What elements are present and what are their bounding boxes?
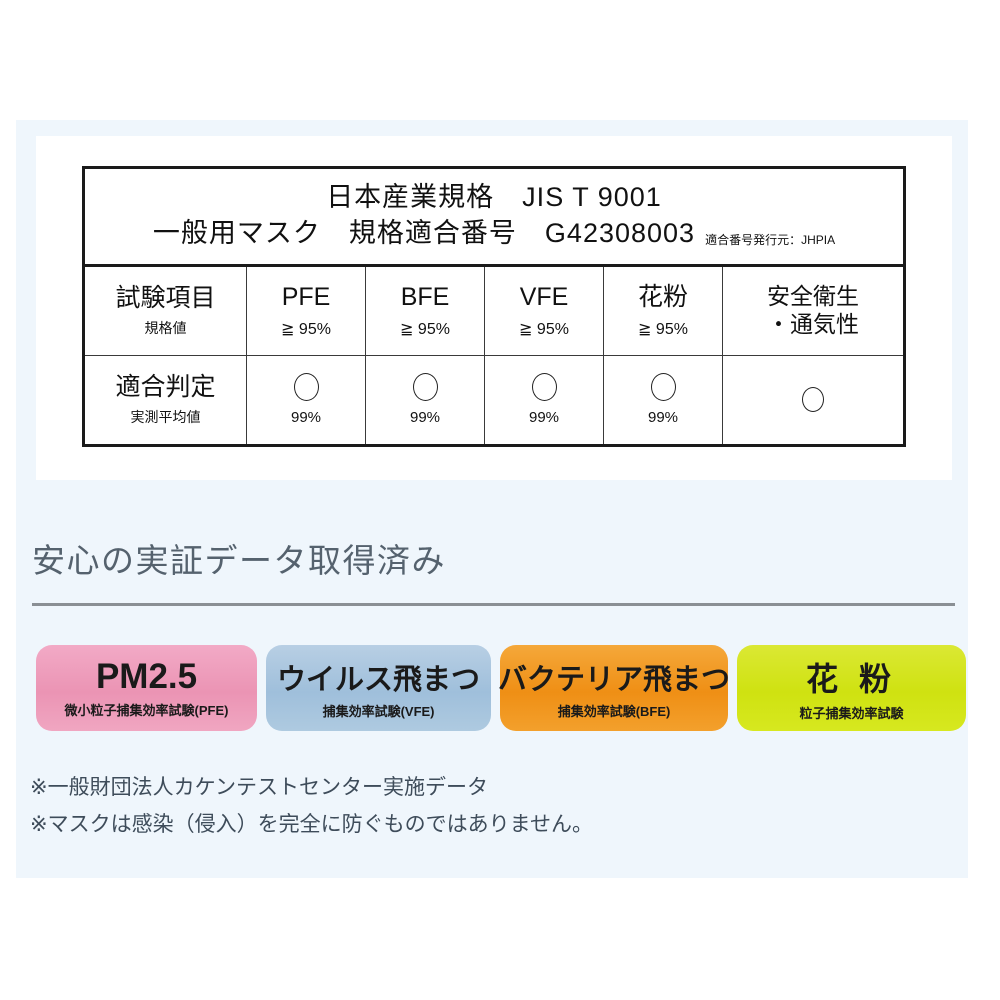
- badge-virus-droplet-subtitle: 捕集効率試験(VFE): [322, 704, 435, 719]
- badge-pm25-subtitle: 微小粒子捕集効率試験(PFE): [64, 703, 229, 718]
- pass-circle-icon: [412, 373, 438, 402]
- table-header-row: 試験項目 規格値 PFE ≧ 95% BFE ≧ 95% VFE ≧ 95% 花…: [85, 266, 903, 355]
- header-vfe-sub: ≧ 95%: [519, 320, 569, 338]
- header-label-main: 試験項目: [115, 283, 216, 312]
- table-result-cell-pollen: 99%: [604, 355, 723, 444]
- header-vfe-main: VFE: [519, 283, 569, 312]
- certification-number-text: 一般用マスク 規格適合番号 G42308003: [152, 218, 696, 249]
- pass-circle-icon: [293, 373, 319, 402]
- certification-standard-line: 日本産業規格 JIS T 9001: [326, 182, 662, 212]
- result-label-main: 適合判定: [115, 372, 216, 401]
- footnote-disclaimer: ※マスクは感染（侵入）を完全に防ぐものではありません。: [30, 812, 593, 836]
- result-bfe-value: 99%: [409, 409, 441, 427]
- header-label-sub: 規格値: [144, 320, 187, 337]
- table-result-cell-label: 適合判定 実測平均値: [85, 355, 247, 444]
- footnote-list: ※一般財団法人カケンテストセンター実施データ ※マスクは感染（侵入）を完全に防ぐ…: [30, 770, 593, 844]
- test-badge-list: PM2.5 微小粒子捕集効率試験(PFE) ウイルス飛まつ 捕集効率試験(VFE…: [36, 645, 966, 731]
- header-safety-main: 安全衛生: [767, 283, 859, 310]
- section-heading: 安心の実証データ取得済み: [32, 542, 446, 579]
- badge-pollen-title: 花 粉: [806, 661, 897, 697]
- footnote-test-center: ※一般財団法人カケンテストセンター実施データ: [30, 776, 488, 799]
- badge-bacteria-droplet-title: バクテリア飛まつ: [498, 664, 731, 696]
- badge-pm25-title: PM2.5: [95, 657, 198, 696]
- table-result-cell-safety: [723, 356, 903, 444]
- result-vfe-value: 99%: [528, 409, 560, 427]
- table-header-cell-vfe: VFE ≧ 95%: [485, 266, 604, 355]
- table-header-cell-label: 試験項目 規格値: [85, 266, 247, 355]
- header-pollen-sub: ≧ 95%: [638, 320, 688, 338]
- badge-bacteria-droplet-subtitle: 捕集効率試験(BFE): [557, 704, 671, 719]
- table-result-cell-vfe: 99%: [485, 355, 604, 444]
- result-label-sub: 実測平均値: [130, 409, 201, 426]
- pass-circle-icon: [802, 387, 824, 413]
- jis-certification-table: 日本産業規格 JIS T 9001 一般用マスク 規格適合番号 G4230800…: [82, 166, 906, 447]
- certification-number-line: 一般用マスク 規格適合番号 G42308003 適合番号発行元：JHPIA: [85, 215, 903, 251]
- table-result-row: 適合判定 実測平均値 99% 99% 99% 99%: [85, 354, 903, 444]
- table-header-cell-safety: 安全衛生 ・通気性: [723, 267, 903, 355]
- header-pollen-main: 花粉: [637, 283, 688, 312]
- certification-issuer-note: 適合番号発行元：JHPIA: [705, 233, 836, 248]
- header-pfe-sub: ≧ 95%: [281, 320, 331, 338]
- badge-pollen: 花 粉 粒子捕集効率試験: [737, 645, 966, 731]
- certification-card: 日本産業規格 JIS T 9001 一般用マスク 規格適合番号 G4230800…: [36, 136, 952, 480]
- badge-bacteria-droplet: バクテリア飛まつ 捕集効率試験(BFE): [498, 645, 731, 731]
- table-header-cell-bfe: BFE ≧ 95%: [366, 266, 485, 355]
- pass-circle-icon: [531, 373, 557, 402]
- header-pfe-main: PFE: [281, 283, 331, 312]
- badge-virus-droplet-title: ウイルス飛まつ: [277, 664, 481, 696]
- badge-pollen-subtitle: 粒子捕集効率試験: [799, 706, 904, 721]
- table-result-cell-pfe: 99%: [247, 355, 366, 444]
- result-pfe-value: 99%: [290, 409, 322, 427]
- certification-title-block: 日本産業規格 JIS T 9001 一般用マスク 規格適合番号 G4230800…: [85, 169, 903, 267]
- pass-circle-icon: [650, 373, 676, 402]
- header-bfe-sub: ≧ 95%: [400, 320, 450, 338]
- table-result-cell-bfe: 99%: [366, 355, 485, 444]
- badge-pm25: PM2.5 微小粒子捕集効率試験(PFE): [36, 645, 258, 731]
- table-header-cell-pollen: 花粉 ≧ 95%: [604, 266, 723, 355]
- badge-virus-droplet: ウイルス飛まつ 捕集効率試験(VFE): [266, 645, 492, 731]
- header-safety-sub: ・通気性: [767, 310, 859, 337]
- header-bfe-main: BFE: [400, 283, 450, 312]
- result-pollen-value: 99%: [647, 409, 679, 427]
- table-header-cell-pfe: PFE ≧ 95%: [247, 266, 366, 355]
- section-divider: [32, 603, 955, 606]
